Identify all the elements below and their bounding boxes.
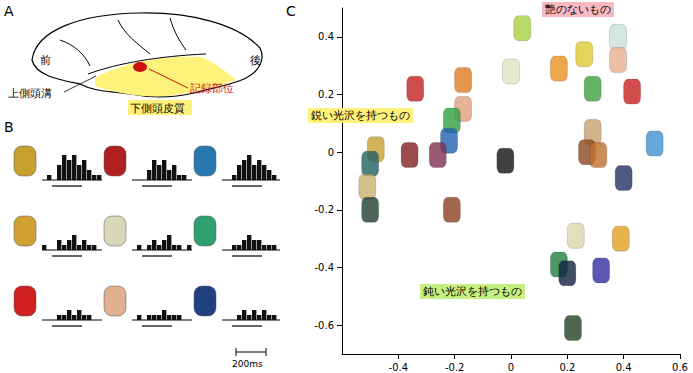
svg-text:0: 0 xyxy=(328,147,334,158)
svg-text:C: C xyxy=(286,3,296,19)
svg-text:200ms: 200ms xyxy=(232,359,263,369)
svg-text:0.4: 0.4 xyxy=(616,362,632,373)
svg-text:0: 0 xyxy=(508,362,514,373)
svg-text:-0.4: -0.4 xyxy=(314,262,334,273)
svg-text:-0.6: -0.6 xyxy=(314,320,334,331)
svg-text:鈍い光沢を持つもの: 鈍い光沢を持つもの xyxy=(423,285,522,298)
svg-text:0.2: 0.2 xyxy=(559,362,575,373)
svg-text:0.6: 0.6 xyxy=(672,362,688,373)
svg-text:-0.2: -0.2 xyxy=(445,362,465,373)
svg-text:艶のないもの: 艶のないもの xyxy=(545,3,611,16)
svg-text:上側頭溝: 上側頭溝 xyxy=(8,87,52,100)
svg-text:-0.2: -0.2 xyxy=(314,204,334,215)
svg-text:下側頭皮質: 下側頭皮質 xyxy=(130,102,185,115)
svg-text:-0.4: -0.4 xyxy=(389,362,409,373)
svg-text:鋭い光沢を持つもの: 鋭い光沢を持つもの xyxy=(311,109,410,122)
svg-text:記録部位: 記録部位 xyxy=(190,82,234,95)
svg-text:A: A xyxy=(4,3,14,19)
svg-text:0.2: 0.2 xyxy=(318,89,334,100)
svg-text:B: B xyxy=(4,119,14,135)
svg-text:後: 後 xyxy=(250,54,261,67)
svg-text:0.4: 0.4 xyxy=(318,31,334,42)
svg-text:前: 前 xyxy=(40,54,51,67)
